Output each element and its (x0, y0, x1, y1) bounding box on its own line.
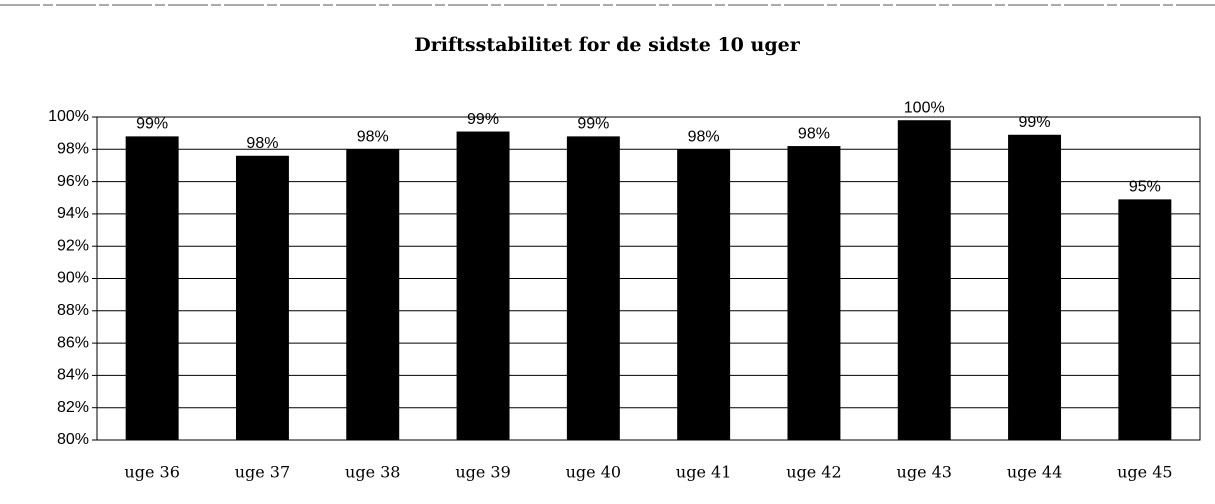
x-tick-label: uge 42 (786, 463, 841, 482)
x-tick-label: uge 36 (124, 463, 179, 482)
value-label: 98% (798, 125, 830, 142)
y-tick-label: 94% (57, 205, 89, 222)
chart-title: Driftsstabilitet for de sidste 10 uger (414, 34, 800, 56)
x-tick-label: uge 44 (1007, 463, 1062, 482)
y-tick-label: 88% (57, 302, 89, 319)
x-tick-label: uge 45 (1117, 463, 1172, 482)
bar (566, 136, 620, 440)
bar (456, 131, 510, 440)
bar (1008, 134, 1062, 440)
value-label: 99% (467, 111, 499, 128)
bar (346, 149, 400, 441)
bar (787, 146, 841, 440)
x-tick-label: uge 38 (345, 463, 400, 482)
value-label: 100% (904, 99, 945, 116)
value-label: 99% (136, 116, 168, 133)
value-label: 98% (246, 135, 278, 152)
y-tick-label: 82% (57, 399, 89, 416)
y-tick-label: 80% (57, 431, 89, 448)
y-tick-label: 100% (48, 108, 89, 125)
x-tick-label: uge 39 (455, 463, 510, 482)
value-label: 98% (357, 129, 389, 146)
y-tick-label: 98% (57, 141, 89, 158)
y-tick-label: 86% (57, 334, 89, 351)
value-label: 99% (577, 116, 609, 133)
value-label: 98% (688, 129, 720, 146)
bar (1118, 199, 1172, 440)
bar (677, 149, 731, 441)
y-tick-label: 92% (57, 237, 89, 254)
x-tick-label: uge 37 (235, 463, 290, 482)
x-tick-label: uge 41 (676, 463, 731, 482)
value-label: 99% (1019, 114, 1051, 131)
y-tick-label: 84% (57, 367, 89, 384)
bar (235, 155, 289, 440)
value-label: 95% (1129, 179, 1161, 196)
bar (125, 136, 179, 440)
y-tick-label: 90% (57, 270, 89, 287)
x-tick-label: uge 40 (566, 463, 621, 482)
y-tick-label: 96% (57, 173, 89, 190)
bar (897, 120, 951, 440)
x-tick-label: uge 43 (897, 463, 952, 482)
